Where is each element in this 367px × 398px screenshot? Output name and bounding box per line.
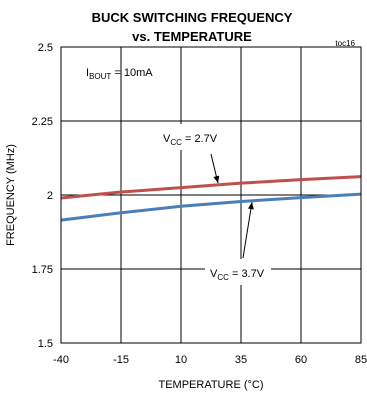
y-axis-label: FREQUENCY (MHz) (5, 144, 17, 246)
tick-labels: -40 -15 10 35 60 85 1.5 1.75 2 2.25 2.5 (32, 42, 367, 366)
y-tick-label: 1.75 (32, 264, 53, 276)
x-tick-label: 60 (295, 354, 307, 366)
x-tick-label: 85 (355, 354, 367, 366)
series (60, 175, 362, 222)
series-line (60, 192, 362, 222)
chart-title-line1: BUCK SWITCHING FREQUENCY (92, 10, 293, 25)
y-tick-label: 2.5 (38, 42, 53, 54)
y-tick-label: 1.5 (38, 338, 53, 350)
series-label-background (158, 124, 224, 150)
condition-annotation: IBOUT = 10mA (86, 67, 153, 81)
series-label: VCC = 3.7V (210, 268, 265, 282)
series-pointer-arrowhead (213, 175, 220, 184)
series-line (60, 175, 362, 200)
y-tick-label: 2.25 (32, 116, 53, 128)
x-axis-label: TEMPERATURE (°C) (158, 379, 263, 391)
series-pointer-arrowhead (247, 202, 254, 210)
x-tick-label: 35 (235, 354, 247, 366)
plot-frame (60, 46, 362, 344)
x-tick-label: -15 (113, 354, 129, 366)
x-tick-label: 10 (175, 354, 187, 366)
series-label: VCC = 2.7V (163, 133, 218, 147)
figure-code: toc16 (335, 39, 355, 48)
series-label-background (205, 259, 271, 285)
series-pointer-line (242, 202, 253, 259)
x-tick-label: -40 (53, 354, 69, 366)
grid (61, 47, 361, 343)
chart-title-line2: vs. TEMPERATURE (132, 29, 252, 44)
y-tick-label: 2 (47, 190, 53, 202)
annotations: VCC = 2.7V VCC = 3.7V (158, 124, 271, 285)
